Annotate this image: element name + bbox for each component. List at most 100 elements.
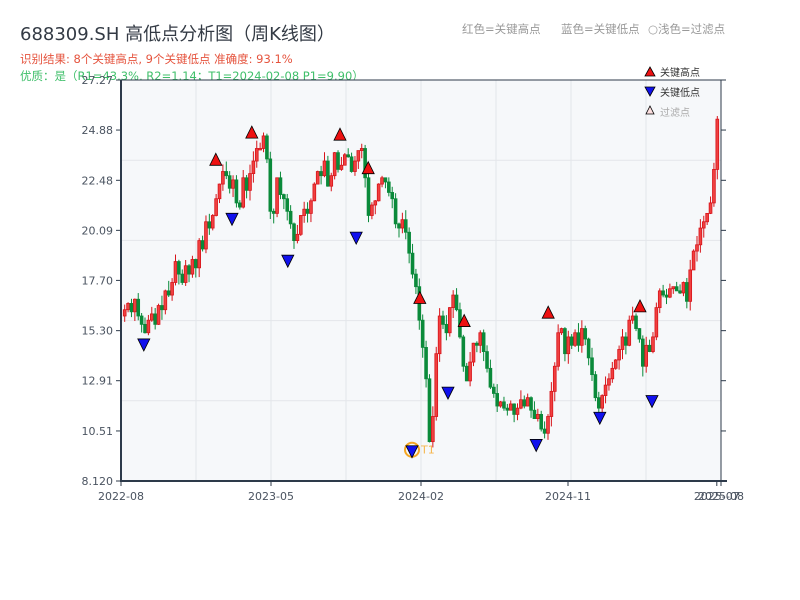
candle-down: [397, 223, 401, 229]
candle-down: [529, 397, 533, 411]
candle-down: [685, 282, 689, 302]
candle-down: [143, 323, 147, 334]
candle-up: [356, 150, 361, 162]
candle-up: [332, 152, 337, 177]
candle-up: [559, 328, 564, 334]
candle-up: [681, 282, 686, 294]
candle-up: [431, 416, 435, 443]
x-tick-label: 2025-08: [698, 490, 744, 503]
candle-down: [414, 273, 418, 288]
candle-up: [552, 365, 557, 392]
candle-down: [485, 351, 489, 369]
candle-down: [180, 273, 185, 283]
legend-blue-low: 蓝色=关键低点: [561, 22, 640, 36]
candle-down: [495, 393, 499, 407]
candle-up: [580, 328, 584, 346]
legend-filtered-label: 过滤点: [660, 106, 690, 119]
candle-up: [376, 183, 381, 202]
key-low-marker: [405, 445, 419, 459]
candle-down: [539, 414, 544, 430]
candle-down: [664, 294, 669, 298]
candle-up: [698, 227, 703, 246]
candle-down: [542, 428, 547, 434]
y-tick-label: 22.48: [82, 174, 114, 187]
candle-down: [346, 154, 350, 158]
key-high-marker: [541, 305, 555, 319]
candle-up: [657, 290, 662, 309]
key-low-marker: [225, 212, 239, 227]
legend-low-label: 关键低点: [660, 86, 700, 99]
candle-up: [204, 221, 208, 250]
candle-up: [146, 319, 151, 334]
candle-down: [678, 290, 682, 294]
y-tick-label: 10.51: [82, 425, 114, 438]
candle-up: [549, 390, 554, 417]
key-high-marker: [457, 313, 471, 327]
candle-up: [170, 282, 174, 296]
candle-up: [329, 175, 334, 187]
candle-up: [688, 269, 693, 302]
candle-up: [400, 219, 405, 229]
candle-up: [214, 198, 218, 216]
x-tick-label: 2022-08: [98, 490, 144, 503]
candle-up: [312, 183, 317, 202]
x-tick-label: 2024-02: [398, 490, 444, 503]
candle-up: [508, 403, 513, 411]
candle-up: [221, 171, 225, 185]
candle-down: [177, 261, 181, 275]
candle-up: [217, 183, 222, 200]
y-tick-label: 15.30: [82, 325, 114, 338]
candle-down: [194, 259, 198, 269]
candle-down: [488, 367, 493, 388]
candle-down: [187, 265, 191, 275]
pivot-markers: T1: [137, 125, 659, 459]
candle-down: [305, 208, 310, 214]
candle-up: [373, 200, 378, 206]
candle-down: [596, 397, 601, 409]
key-low-marker: [137, 338, 151, 352]
candle-up: [309, 200, 313, 214]
candle-up: [613, 359, 618, 369]
candle-down: [637, 328, 642, 340]
candle-down: [349, 156, 354, 172]
candle-down: [661, 290, 665, 296]
candle-down: [532, 409, 537, 419]
candle-up: [315, 171, 320, 185]
candle-up: [353, 160, 357, 172]
candle-up: [471, 342, 476, 363]
candle-down: [326, 160, 330, 187]
candle-up: [627, 319, 632, 346]
candle-up: [322, 160, 327, 177]
candle-down: [407, 231, 411, 254]
candle-up: [163, 290, 168, 311]
candle-down: [427, 378, 432, 443]
candle-up: [617, 349, 621, 361]
candle-up: [302, 208, 306, 216]
candle-up: [644, 344, 648, 367]
candle-up: [339, 164, 344, 170]
candle-up: [668, 288, 672, 298]
candle-down: [590, 357, 594, 376]
candle-down: [288, 210, 293, 225]
candle-down: [583, 328, 588, 340]
candle-down: [444, 323, 449, 334]
candle-down: [390, 192, 395, 200]
y-tick-label: 24.88: [82, 124, 114, 137]
candle-down: [238, 202, 242, 208]
candle-up: [380, 177, 384, 185]
candle-down: [224, 171, 229, 177]
candle-down: [512, 403, 516, 415]
legend-high-icon: [644, 66, 656, 77]
candle-up: [468, 361, 472, 382]
candle-up: [241, 177, 246, 208]
candle-down: [271, 210, 276, 214]
candle-down: [129, 303, 134, 313]
legend-filtered-icon: [645, 105, 655, 115]
candle-up: [651, 336, 655, 352]
candle-down: [492, 386, 496, 394]
candle-down: [319, 171, 323, 177]
candle-up: [210, 215, 215, 229]
candles: [122, 116, 720, 448]
candle-up: [654, 307, 659, 338]
candle-up: [156, 305, 161, 325]
